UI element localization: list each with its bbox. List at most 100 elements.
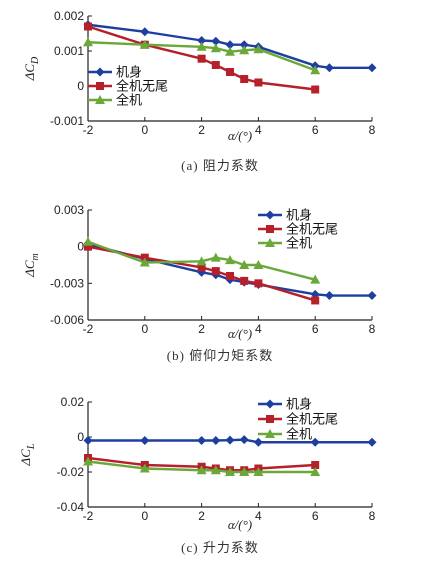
legend-marker <box>265 238 275 247</box>
x-tick-label: 6 <box>312 509 319 523</box>
data-point <box>225 255 235 265</box>
data-point <box>83 436 93 445</box>
data-point <box>196 256 207 266</box>
data-point <box>240 75 249 83</box>
y-axis-label: ΔCm <box>22 253 41 278</box>
data-point <box>310 274 321 284</box>
data-point <box>253 467 264 476</box>
data-point <box>239 45 250 55</box>
series-line <box>87 243 372 297</box>
data-point <box>211 436 221 445</box>
x-tick-label: 4 <box>255 509 262 523</box>
y-tick-label: -0.02 <box>57 465 85 479</box>
x-tick-label: 6 <box>312 322 319 336</box>
data-point <box>197 54 206 63</box>
data-point <box>210 43 221 53</box>
data-point <box>83 456 93 466</box>
data-point <box>239 40 249 50</box>
x-tick-label: 2 <box>198 123 205 137</box>
legend-marker <box>266 225 274 233</box>
data-point <box>311 85 320 94</box>
data-point <box>311 461 320 469</box>
x-tick-label: 8 <box>369 509 376 523</box>
legend-marker <box>266 415 274 423</box>
data-point <box>197 36 207 45</box>
y-tick-label: 0 <box>77 240 84 254</box>
legend-marker <box>96 82 104 90</box>
data-point <box>139 257 150 267</box>
data-point <box>367 291 377 301</box>
series-line <box>87 23 372 70</box>
legend-label: 机身 <box>286 208 312 223</box>
data-point <box>254 78 263 87</box>
legend-label: 全机 <box>286 236 312 251</box>
data-point <box>239 260 250 269</box>
y-tick-label: 0.003 <box>54 203 84 217</box>
data-point <box>310 437 320 447</box>
x-tick-label: -2 <box>83 322 94 336</box>
data-point <box>140 436 150 445</box>
data-point <box>225 40 235 50</box>
data-point <box>253 260 264 269</box>
panel-b: -2 0 2 4 6 8 -0.006 -0.003 0 0.003 ΔCm α/(°) 机身全机无尾全… <box>22 203 377 363</box>
legend-label: 机身 <box>116 65 142 80</box>
data-point <box>84 242 92 251</box>
data-point <box>197 263 206 272</box>
y-tick-label: 0 <box>77 79 84 93</box>
data-point <box>84 22 92 31</box>
x-tick-label: 0 <box>141 322 148 336</box>
x-tick-label: -2 <box>83 509 94 523</box>
data-point <box>239 467 250 476</box>
figure-caption: (b) 俯仰力矩系数 <box>167 348 273 363</box>
x-axis-label: α/(°) <box>228 517 252 532</box>
data-point <box>324 63 334 73</box>
data-point <box>311 296 320 305</box>
legend-marker <box>265 399 275 409</box>
data-point <box>310 65 321 75</box>
data-point <box>310 467 321 476</box>
legend-label: 全机无尾 <box>116 79 168 94</box>
data-point <box>254 279 263 288</box>
x-axis-label: α/(°) <box>228 128 252 143</box>
data-point <box>211 36 221 46</box>
legend-label: 全机 <box>286 427 312 442</box>
y-tick-label: 0 <box>77 430 84 444</box>
data-point <box>196 41 207 51</box>
y-tick-label: 0.02 <box>61 395 85 409</box>
y-tick-label: -0.001 <box>50 114 84 128</box>
data-point <box>211 61 220 69</box>
data-point <box>140 27 150 37</box>
data-point <box>210 252 221 262</box>
data-point <box>367 63 377 73</box>
legend-marker <box>95 95 105 104</box>
data-point <box>253 437 263 447</box>
legend-label: 机身 <box>286 397 312 412</box>
x-tick-label: 4 <box>255 123 262 137</box>
y-tick-label: -0.006 <box>50 313 84 327</box>
y-tick-label: 0.002 <box>54 9 84 23</box>
data-point <box>226 68 234 76</box>
y-tick-label: -0.003 <box>50 276 84 290</box>
legend-marker <box>95 67 105 77</box>
x-tick-label: -2 <box>83 123 94 137</box>
legend-label: 全机无尾 <box>286 412 338 427</box>
y-axis-label: ΔCD <box>22 56 41 81</box>
x-tick-label: 2 <box>198 509 205 523</box>
legend-label: 全机无尾 <box>286 222 338 237</box>
x-tick-label: 8 <box>369 322 376 336</box>
x-tick-label: 4 <box>255 322 262 336</box>
y-tick-label: 0.001 <box>54 44 84 58</box>
figure-caption: (c) 升力系数 <box>181 540 259 555</box>
x-tick-label: 0 <box>141 123 148 137</box>
x-tick-label: 2 <box>198 322 205 336</box>
data-point <box>367 437 377 447</box>
data-point <box>139 463 150 473</box>
panel-a: -2 0 2 4 6 8 -0.001 0 0.001 0.002 ΔCD α/(°) 机身全机无尾全机… <box>22 9 377 173</box>
data-point <box>197 436 207 445</box>
legend-marker <box>265 210 275 220</box>
figure-caption: (a) 阻力系数 <box>181 158 259 173</box>
data-point <box>225 435 235 445</box>
data-point <box>239 435 249 445</box>
x-tick-label: 8 <box>369 123 376 137</box>
